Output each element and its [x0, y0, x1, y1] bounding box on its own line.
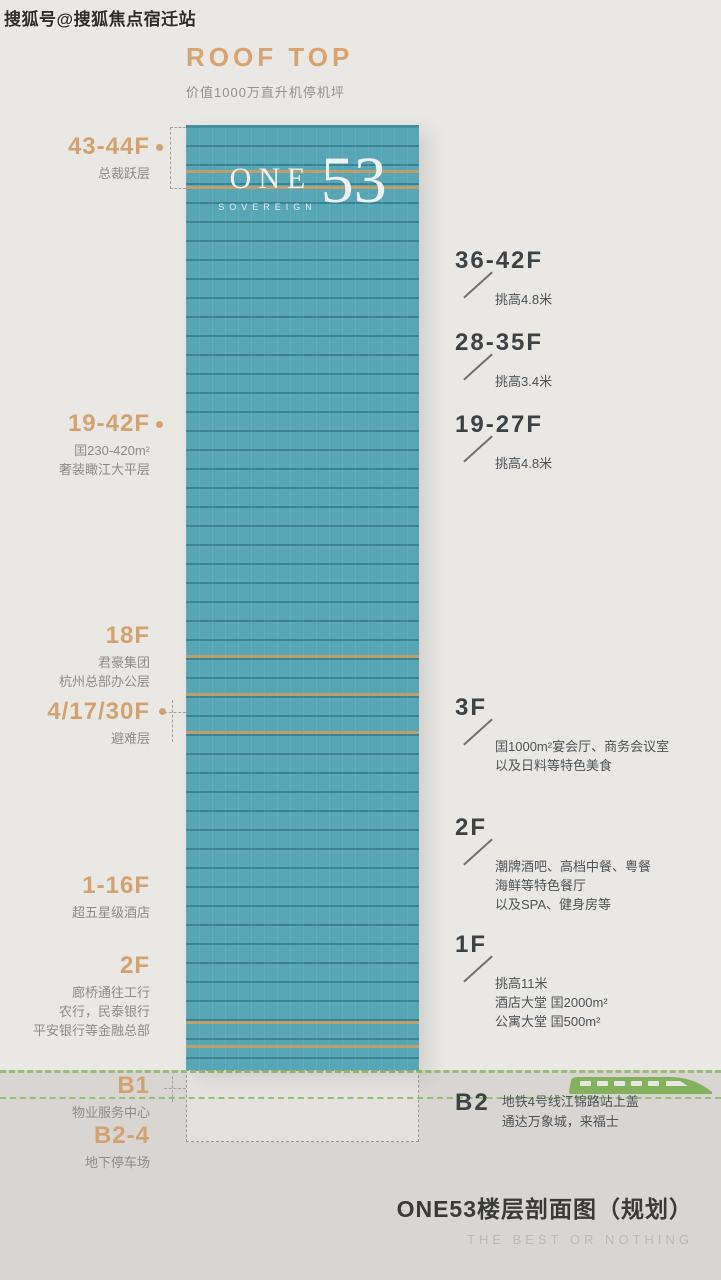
- dashed-bracket-b1: [172, 1076, 173, 1102]
- floor-desc-line: 超五星级酒店: [71, 905, 150, 920]
- floor-desc-line: 地下停车场: [84, 1155, 150, 1170]
- left-label-1-16f: 1-16F 超五星级酒店: [0, 872, 150, 922]
- metro-level-line: [0, 1097, 721, 1099]
- roof-label: ROOF TOP 价值1000万直升机停机坪: [186, 42, 353, 101]
- highlight-floor-line: [186, 186, 419, 189]
- right-label-19-27f: 19-27F 挑高4.8米: [455, 412, 695, 473]
- highlight-floor-line: [186, 731, 419, 734]
- floor-range: 19-42F: [67, 410, 150, 437]
- dashed-bracket-top: [170, 127, 171, 189]
- dashed-tick: [164, 1088, 186, 1089]
- floor-desc-line: 以及日料等特色美食: [495, 758, 613, 773]
- floor-desc-line: 酒店大堂 囯2000m²: [495, 995, 608, 1010]
- highlight-floor-line: [186, 655, 419, 658]
- floor-desc-line: 海鲜等特色餐厅: [495, 878, 587, 893]
- floor-range: 1-16F: [82, 872, 150, 899]
- floor-range: 1F: [455, 931, 488, 958]
- dashed-tick: [170, 127, 186, 128]
- floor-bullet: [159, 708, 166, 715]
- floor-desc-line: 避难层: [110, 731, 150, 746]
- floor-range: 18F: [105, 622, 150, 649]
- left-label-19-42f: 19-42F 囯230-420m² 奢装瞰江大平层: [0, 410, 150, 479]
- floor-desc-line: 挑高11米: [495, 976, 548, 991]
- floor-desc-line: 公寓大堂 囯500m²: [495, 1014, 601, 1029]
- floor-desc-line: 囯230-420m²: [74, 443, 150, 458]
- floor-desc-line: 挑高4.8米: [495, 292, 553, 307]
- left-label-18f: 18F 君豪集团 杭州总部办公层: [0, 622, 150, 691]
- floor-range: 28-35F: [455, 329, 544, 356]
- logo-sovereign-text: SOVEREIGN: [218, 202, 317, 212]
- floor-bullet: [156, 421, 163, 428]
- metro-train-icon: [566, 1072, 716, 1103]
- floor-desc-line: 通达万象城，来福士: [501, 1114, 619, 1129]
- left-label-b2-4: B2-4 地下停车场: [0, 1122, 150, 1172]
- right-label-28-35f: 28-35F 挑高3.4米: [455, 330, 695, 391]
- floor-range: 2F: [455, 814, 488, 841]
- floor-range: 43-44F: [67, 133, 150, 160]
- floor-range: 2F: [119, 952, 150, 979]
- floor-desc-line: 挑高4.8米: [495, 456, 553, 471]
- watermark: 搜狐号@搜狐焦点宿迁站: [4, 10, 197, 29]
- floor-bullet: [156, 144, 163, 151]
- ground-level-line: [0, 1070, 721, 1073]
- tower-underground-outline: [186, 1070, 419, 1142]
- floor-range: 19-27F: [455, 411, 544, 438]
- diagram-footer: ONE53楼层剖面图（规划） THE BEST OR NOTHING: [397, 1190, 693, 1247]
- right-label-3f: 3F 囯1000m²宴会厅、商务会议室 以及日料等特色美食: [455, 695, 695, 775]
- highlight-floor-line: [186, 693, 419, 696]
- floor-desc-line: 挑高3.4米: [495, 374, 553, 389]
- tower: ONE SOVEREIGN 53: [186, 125, 419, 1070]
- dashed-tick: [164, 712, 186, 713]
- floor-desc-line: 以及SPA、健身房等: [495, 897, 612, 912]
- right-label-36-42f: 36-42F 挑高4.8米: [455, 248, 695, 309]
- floor-desc-line: 奢装瞰江大平层: [58, 462, 150, 477]
- diagram-title: ONE53楼层剖面图（规划）: [396, 1196, 693, 1222]
- floor-desc-line: 总裁跃层: [97, 166, 150, 181]
- highlight-floor-line: [186, 1045, 419, 1048]
- slash-line: [463, 353, 493, 381]
- slash-line: [463, 271, 493, 299]
- floor-desc-line: 君豪集团: [97, 655, 150, 670]
- floor-range: 4/17/30F: [47, 698, 150, 725]
- left-label-2f: 2F 廊桥通往工行 农行，民泰银行 平安银行等金融总部: [0, 952, 150, 1040]
- floor-desc-line: 物业服务中心: [71, 1105, 150, 1120]
- floor-range: 36-42F: [455, 247, 544, 274]
- floor-desc-line: 廊桥通往工行: [71, 985, 150, 1000]
- left-label-b1: B1 物业服务中心: [0, 1072, 150, 1122]
- floor-desc-line: 平安银行等金融总部: [32, 1023, 150, 1038]
- roof-title: ROOF TOP: [186, 42, 354, 72]
- slash-line: [463, 718, 493, 746]
- right-label-2f: 2F 潮牌酒吧、高档中餐、粤餐 海鲜等特色餐厅 以及SPA、健身房等: [455, 815, 695, 914]
- highlight-floor-line: [186, 1021, 419, 1024]
- floor-desc-line: 农行，民泰银行: [58, 1004, 150, 1019]
- floor-range: B2: [455, 1089, 490, 1116]
- one53-logo: ONE SOVEREIGN 53: [186, 144, 419, 217]
- slash-line: [463, 435, 493, 463]
- floor-desc-line: 潮牌酒吧、高档中餐、粤餐: [495, 859, 652, 874]
- slash-line: [463, 955, 493, 983]
- slash-line: [463, 838, 493, 866]
- floor-range: 3F: [455, 694, 488, 721]
- left-label-43-44f: 43-44F 总裁跃层: [0, 133, 150, 183]
- dashed-tick: [170, 188, 186, 189]
- floor-range: B2-4: [93, 1122, 150, 1149]
- roof-subtitle: 价值1000万直升机停机坪: [186, 85, 345, 100]
- floor-range: B1: [117, 1072, 150, 1099]
- highlight-floor-line: [186, 170, 419, 173]
- left-label-refuge: 4/17/30F 避难层: [0, 698, 150, 748]
- logo-53-text: 53: [320, 144, 387, 217]
- right-label-b2: B2 地铁4号线江锦路站上盖 通达万象城，来福士: [455, 1090, 695, 1132]
- logo-one-text: ONE: [229, 162, 313, 195]
- dashed-bracket-refuge: [172, 700, 173, 742]
- right-label-1f: 1F 挑高11米 酒店大堂 囯2000m² 公寓大堂 囯500m²: [455, 932, 695, 1031]
- diagram-slogan: THE BEST OR NOTHING: [467, 1232, 693, 1247]
- floor-desc-line: 地铁4号线江锦路站上盖: [501, 1094, 639, 1109]
- floor-desc-line: 杭州总部办公层: [58, 674, 150, 689]
- floor-desc-line: 囯1000m²宴会厅、商务会议室: [495, 739, 670, 754]
